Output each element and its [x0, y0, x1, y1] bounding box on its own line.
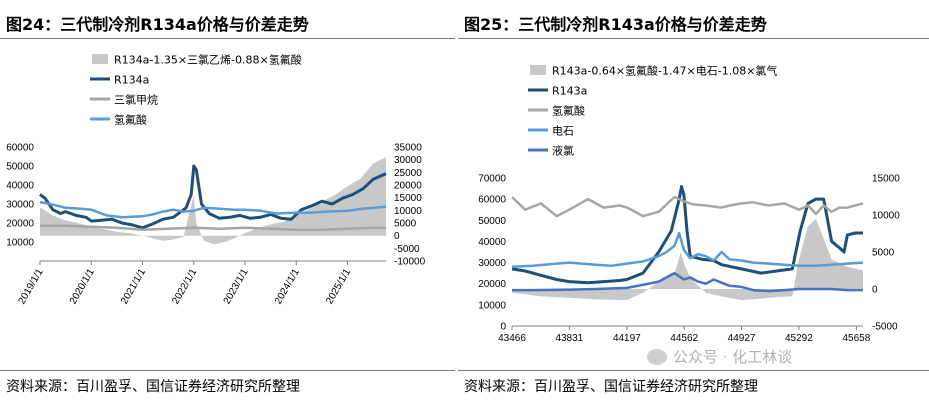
legend-label: 液氯	[552, 144, 574, 158]
chart-r143a: 010000200003000040000500006000070000-500…	[478, 64, 900, 345]
legend-label: R134a	[114, 74, 149, 87]
x-tick-label: 2023/1/1	[222, 267, 251, 307]
y-left-tick-label: 30000	[478, 258, 506, 269]
x-tick-label: 45292	[785, 333, 813, 344]
y-right-tick-label: 20000	[394, 181, 422, 192]
x-tick-label: 43466	[498, 333, 526, 344]
y-left-tick-label: 40000	[478, 237, 506, 248]
y-right-tick-label: -5000	[872, 322, 898, 333]
watermark: 公众号 · 化工林谈	[647, 346, 792, 367]
y-left-tick-label: 20000	[478, 279, 506, 290]
y-right-tick-label: -5000	[394, 244, 420, 255]
series-line-2	[40, 224, 386, 231]
y-left-tick-label: 10000	[478, 300, 506, 311]
y-left-tick-label: 30000	[6, 200, 34, 211]
series-line-3	[511, 231, 864, 269]
x-tick-label: 2019/1/1	[17, 267, 46, 307]
panel-r134a: 图24：三代制冷剂R134a价格与价差走势 10000 20000 30000 400…	[0, 0, 455, 401]
legend-label: 氢氟酸	[552, 104, 585, 118]
chart-r134a: 10000 20000 30000 40000 50000 60000 -10000 -500…	[6, 53, 426, 307]
top-rule	[0, 38, 455, 39]
x-tick-label: 44562	[670, 333, 698, 344]
series-line-2	[511, 195, 864, 218]
x-tick-label: 2022/1/1	[170, 267, 199, 307]
legend-label: R143a	[552, 85, 587, 98]
y-left-tick-label: 60000	[478, 195, 506, 206]
x-tick-label: 2020/1/1	[68, 267, 97, 307]
legend-swatch	[92, 54, 108, 64]
figure-title: 图24：三代制冷剂R134a价格与价差走势	[6, 15, 309, 34]
y-left-tick-label: 20000	[6, 219, 34, 230]
series-line-1	[511, 185, 863, 285]
y-left-tick-label: 60000	[6, 143, 34, 154]
source-note: 资料来源：百川盈孚、国信证券经济研究所整理	[464, 379, 758, 395]
y-right-tick-label: 5000	[872, 248, 895, 259]
legend-label: R134a-1.35×三氯乙烯-0.88×氢氟酸	[114, 53, 302, 67]
series-line-1	[39, 164, 387, 230]
source-note: 资料来源：百川盈孚、国信证券经济研究所整理	[6, 379, 300, 395]
legend-swatch	[530, 65, 546, 75]
panel-r143a: 图25：三代制冷剂R143a价格与价差走势 0 10000 20000 30000 40…	[458, 0, 929, 401]
x-tick-label: 2025/1/1	[324, 267, 353, 307]
series-line-4	[512, 271, 863, 293]
y-left-tick-label: 40000	[6, 181, 34, 192]
x-tick-label: 2021/1/1	[119, 267, 148, 307]
y-right-tick-label: 30000	[394, 155, 422, 166]
y-right-tick-label: 15000	[394, 193, 422, 204]
y-right-tick-label: -10000	[394, 257, 426, 268]
legend-label: 氢氟酸	[114, 113, 147, 127]
y-right-tick-label: 0	[394, 231, 400, 242]
y-right-tick-label: 0	[872, 285, 878, 296]
legend-label: 电石	[552, 125, 574, 138]
series-line-3	[39, 200, 387, 219]
legend-label: R143a-0.64×氢氟酸-1.47×电石-1.08×氯气	[552, 64, 777, 78]
legend-label: 三氯甲烷	[114, 93, 158, 107]
y-right-tick-label: 25000	[394, 168, 422, 179]
x-tick-label: 2024/1/1	[273, 267, 302, 307]
y-right-tick-label: 10000	[872, 211, 900, 222]
y-left-tick-label: 0	[500, 322, 506, 333]
x-tick-label: 44927	[728, 333, 756, 344]
y-right-tick-label: 10000	[394, 206, 422, 217]
top-rule	[458, 38, 929, 39]
figure-title: 图25：三代制冷剂R143a价格与价差走势	[464, 15, 767, 34]
y-right-tick-label: 5000	[394, 219, 417, 230]
spread-area	[512, 218, 863, 301]
bottom-rule	[0, 370, 455, 371]
y-left-tick-label: 10000	[6, 238, 34, 249]
x-tick-label: 45658	[842, 333, 870, 344]
x-tick-label: 44197	[613, 333, 641, 344]
y-left-tick-label: 50000	[478, 216, 506, 227]
watermark-text: 公众号 · 化工林谈	[673, 348, 793, 366]
y-right-tick-label: 35000	[394, 143, 422, 154]
wechat-icon	[647, 349, 667, 365]
x-tick-label: 43831	[555, 333, 583, 344]
y-left-tick-label: 50000	[6, 162, 34, 173]
bottom-rule	[458, 370, 929, 371]
y-right-tick-label: 15000	[872, 174, 900, 185]
spread-area	[40, 157, 386, 245]
y-left-tick-label: 70000	[478, 174, 506, 185]
